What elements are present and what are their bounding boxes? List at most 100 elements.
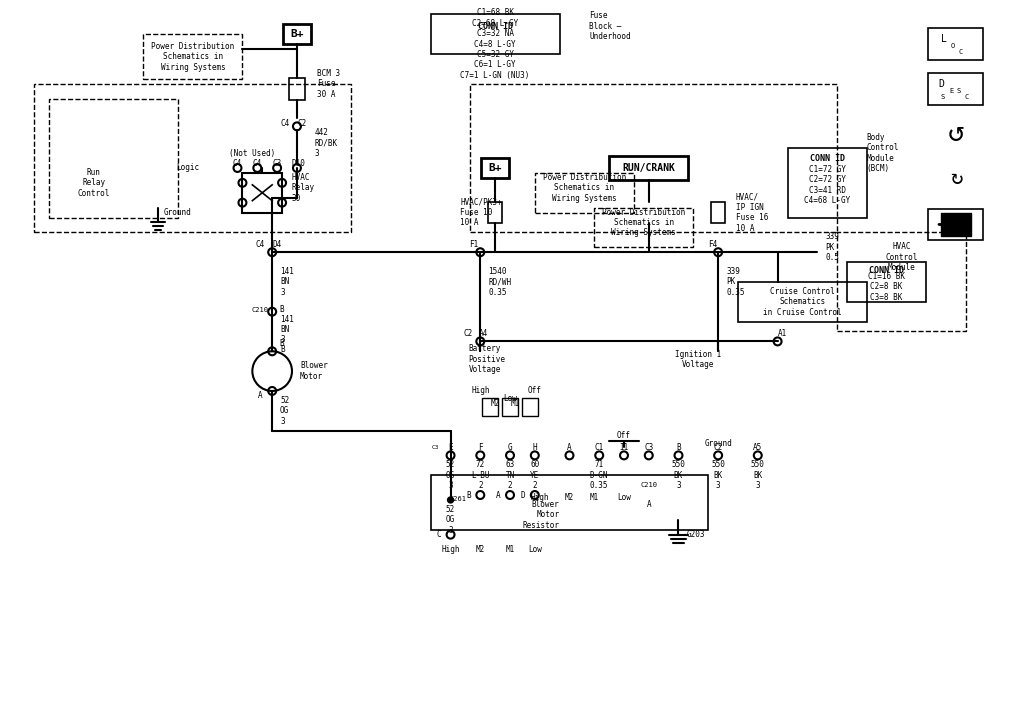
Text: F1: F1 (469, 240, 478, 249)
Text: C3: C3 (272, 159, 282, 167)
Text: C1=68 BK
C2=68 L-GY
C3=32 NA
C4=8 L-GY
C5=32 GY
C6=1 L-GY
C7=1 L-GN (NU3): C1=68 BK C2=68 L-GY C3=32 NA C4=8 L-GY C… (461, 9, 529, 80)
Text: Battery
Positive
Voltage: Battery Positive Voltage (468, 345, 506, 374)
Text: C2: C2 (297, 119, 306, 128)
Text: 52
OG
3: 52 OG 3 (445, 460, 456, 490)
Text: C1: C1 (595, 443, 604, 452)
Text: C4: C4 (232, 159, 242, 167)
Bar (35, 84, 351, 233)
Text: C4: C4 (281, 119, 290, 128)
Text: C2: C2 (714, 443, 723, 452)
Text: 63
TN
2: 63 TN 2 (506, 460, 515, 490)
Text: B+: B+ (488, 163, 502, 173)
Text: A: A (258, 391, 262, 401)
Text: S: S (956, 88, 962, 93)
Bar (470, 84, 837, 233)
Text: 550
BK
3: 550 BK 3 (751, 460, 765, 490)
Bar (522, 398, 538, 416)
Text: ↻: ↻ (949, 168, 963, 188)
Text: Ignition 1
Voltage: Ignition 1 Voltage (675, 350, 722, 369)
Text: 71
D-GN
0.35: 71 D-GN 0.35 (590, 460, 608, 490)
Text: Fuse
Block –
Underhood: Fuse Block – Underhood (589, 11, 631, 41)
Text: (Not Used): (Not Used) (229, 149, 275, 158)
Bar (482, 398, 498, 416)
Text: CONN ID: CONN ID (810, 154, 845, 162)
Bar (431, 14, 559, 54)
Text: S261: S261 (450, 496, 467, 502)
Text: F: F (478, 443, 482, 452)
Text: High: High (530, 493, 549, 503)
Text: Off: Off (527, 386, 542, 396)
Text: O: O (951, 43, 955, 49)
Text: C3: C3 (644, 443, 653, 452)
Text: E: E (449, 443, 453, 452)
Bar (928, 209, 983, 241)
Text: G203: G203 (686, 530, 705, 539)
Text: 1540
RD/WH
0.35: 1540 RD/WH 0.35 (488, 267, 511, 297)
Text: B+: B+ (290, 29, 304, 39)
Text: B: B (281, 345, 285, 354)
Text: Off: Off (617, 431, 631, 440)
Circle shape (252, 351, 292, 391)
Text: 141
BN
3: 141 BN 3 (281, 267, 294, 297)
Text: 52
OG
3: 52 OG 3 (445, 505, 456, 535)
Bar (143, 34, 243, 79)
Text: C: C (958, 49, 963, 55)
Bar (481, 158, 509, 178)
Text: Logic: Logic (176, 164, 200, 172)
Text: A1: A1 (778, 329, 787, 338)
Text: BCM 3
Fuse
30 A: BCM 3 Fuse 30 A (316, 69, 340, 98)
Text: HVAC
Control
Module: HVAC Control Module (886, 242, 918, 272)
Text: 52
OG
3: 52 OG 3 (281, 396, 290, 426)
Text: 442
RD/BK
3: 442 RD/BK 3 (314, 129, 338, 158)
Text: M2: M2 (476, 545, 485, 554)
Text: M2: M2 (565, 493, 574, 503)
Text: A5: A5 (753, 443, 763, 452)
Text: A4: A4 (478, 329, 487, 338)
Text: Power Distribution
Schematics in
Wiring Systems: Power Distribution Schematics in Wiring … (152, 42, 234, 72)
Text: 550
BK
3: 550 BK 3 (672, 460, 685, 490)
Text: S: S (941, 93, 945, 100)
Text: C1=16 BK
C2=8 BK
C3=8 BK: C1=16 BK C2=8 BK C3=8 BK (868, 272, 905, 302)
Text: M1: M1 (510, 399, 519, 409)
Text: C4: C4 (256, 240, 265, 249)
Text: A: A (496, 490, 501, 500)
Text: ↺: ↺ (947, 119, 965, 147)
Text: A: A (567, 443, 571, 452)
Text: L: L (941, 34, 947, 44)
Text: E: E (949, 88, 953, 93)
Text: Low: Low (527, 545, 542, 554)
Text: I1: I1 (620, 443, 629, 452)
Text: C210: C210 (252, 307, 268, 313)
Text: C3: C3 (432, 445, 439, 450)
Text: 60
YE
2: 60 YE 2 (530, 460, 540, 490)
Text: High: High (471, 386, 489, 396)
Bar (431, 475, 709, 530)
Text: F4: F4 (709, 240, 718, 249)
Text: High: High (441, 545, 460, 554)
Text: HVAC
Relay
30: HVAC Relay 30 (292, 173, 315, 202)
Bar (928, 73, 983, 105)
Text: HVAC/PK3+
Fuse 10
10 A: HVAC/PK3+ Fuse 10 10 A (461, 197, 502, 228)
Text: C: C (965, 93, 969, 100)
Bar (847, 262, 927, 302)
Text: C4: C4 (253, 159, 262, 167)
Text: D4: D4 (272, 240, 282, 249)
Text: D: D (938, 79, 944, 89)
Bar (787, 148, 866, 218)
Text: C210: C210 (640, 482, 657, 488)
Bar (283, 24, 311, 44)
Text: C2: C2 (464, 329, 473, 338)
Text: B: B (280, 339, 285, 348)
Text: Blower
Motor
Resistor: Blower Motor Resistor (522, 500, 559, 530)
Text: Ground: Ground (163, 208, 190, 217)
Text: B: B (466, 490, 471, 500)
Text: G: G (508, 443, 512, 452)
Bar (502, 398, 518, 416)
Text: B: B (676, 443, 681, 452)
Bar (488, 202, 502, 223)
Text: 550
BK
3: 550 BK 3 (712, 460, 725, 490)
Text: Body
Control
Module
(BCM): Body Control Module (BCM) (866, 133, 899, 173)
Circle shape (447, 497, 454, 503)
Text: M1: M1 (590, 493, 599, 503)
Text: Low: Low (617, 493, 631, 503)
